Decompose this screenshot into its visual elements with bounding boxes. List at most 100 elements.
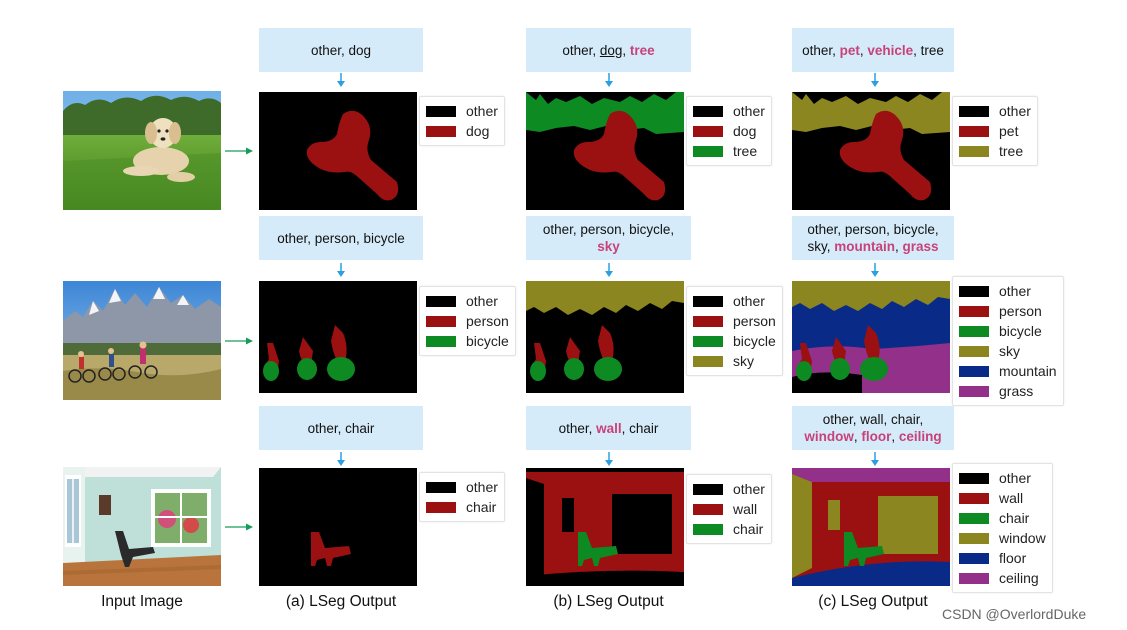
prompt-text: other, wall, chair [559,420,659,437]
legend-item: other [426,101,498,121]
prompt-r3a: other, chair [259,406,423,450]
legend-swatch [693,105,723,117]
legend-label: chair [999,510,1030,526]
legend-item: dog [426,121,498,141]
prompt-text: other, chair [308,420,375,437]
legend-item: other [959,101,1031,121]
legend-item: bicycle [959,321,1057,341]
legend-swatch [426,295,456,307]
legend-r2b: other person bicycle sky [686,286,783,376]
legend-item: other [959,468,1046,488]
legend-item: wall [693,499,765,519]
prompt-r1a: other, dog [259,28,423,72]
legend-r1a: other dog [419,96,505,146]
input-photo-cyclists [63,281,221,400]
prompt-text: other, person, bicycle, sky [543,221,674,255]
segmentation-output-r1b [526,92,684,210]
legend-swatch [959,572,989,584]
legend-label: bicycle [999,323,1042,339]
down-arrow-icon [871,452,879,466]
highlighted-class-label: window [804,429,854,444]
down-arrow-icon [605,452,613,466]
legend-item: other [693,291,776,311]
legend-swatch [693,335,723,347]
legend-label: bicycle [733,333,776,349]
highlighted-class-label: pet [839,42,860,58]
legend-label: person [999,303,1042,319]
legend-label: pet [999,123,1019,139]
legend-r3b: other wall chair [686,474,772,544]
down-arrow-icon [871,263,879,277]
highlighted-class-label: ceiling [898,429,942,444]
class-label-text: , [622,42,630,58]
legend-label: other [999,103,1031,119]
legend-item: other [693,101,765,121]
legend-item: ceiling [959,568,1046,588]
legend-label: other [733,103,765,119]
segmentation-output-r2c [792,281,950,393]
caption-lseg-a: (a) LSeg Output [285,593,397,610]
legend-r1c: other pet tree [952,96,1038,166]
highlighted-class-label: grass [902,239,939,254]
segmentation-output-r1a [259,92,417,210]
prompt-text: other, dog [311,42,371,59]
highlighted-class-label: tree [629,42,655,58]
legend-item: bicycle [693,331,776,351]
legend-label: other [999,283,1031,299]
class-label-text: , chair [621,420,659,436]
legend-swatch [959,345,989,357]
right-arrow-icon [225,147,253,155]
legend-label: sky [999,343,1020,359]
legend-swatch [959,105,989,117]
legend-r2c: other person bicycle sky mountain grass [952,276,1064,406]
legend-r1b: other dog tree [686,96,772,166]
legend-label: grass [999,383,1034,399]
prompt-text: other, person, bicycle [277,230,405,247]
down-arrow-icon [605,263,613,277]
class-label-text: other, [562,42,600,58]
legend-label: floor [999,550,1027,566]
legend-label: person [733,313,776,329]
segmentation-output-r3b [526,468,684,586]
segmentation-output-r3c [792,468,950,586]
down-arrow-icon [871,73,879,87]
prompt-text: other, dog, tree [562,42,654,59]
highlighted-class-label: sky [597,239,620,254]
legend-label: other [466,293,498,309]
legend-swatch [426,125,456,137]
legend-swatch [959,472,989,484]
legend-item: floor [959,548,1046,568]
class-label-text: , [891,429,899,444]
class-label-text: , [894,239,903,254]
prompt-r1b: other, dog, tree [526,28,691,72]
legend-item: other [426,291,509,311]
legend-swatch [693,145,723,157]
class-label-text: other, person, bicycle, [542,222,675,237]
legend-label: sky [733,353,754,369]
legend-item: tree [693,141,765,161]
legend-item: mountain [959,361,1057,381]
legend-swatch [426,481,456,493]
legend-label: dog [733,123,757,139]
prompt-text: other, pet, vehicle, tree [802,42,944,59]
legend-swatch [693,295,723,307]
legend-item: bicycle [426,331,509,351]
prompt-r2c: other, person, bicycle, sky, mountain, gr… [792,216,954,260]
legend-swatch [959,325,989,337]
legend-label: bicycle [466,333,509,349]
watermark: CSDN @OverlordDuke [942,606,1087,622]
legend-swatch [959,532,989,544]
legend-item: person [959,301,1057,321]
legend-label: wall [733,501,758,517]
caption-lseg-b: (b) LSeg Output [553,593,664,610]
legend-swatch [426,105,456,117]
prompt-r2a: other, person, bicycle [259,216,423,260]
class-label-text: other, [558,420,597,436]
legend-label: other [466,479,498,495]
legend-r2a: other person bicycle [419,286,516,356]
highlighted-class-label: mountain [834,239,895,254]
caption-lseg-c: (c) LSeg Output [818,593,928,610]
input-photo-room [63,467,221,586]
class-label-text: other, person, bicycle, [807,222,939,237]
legend-swatch [426,315,456,327]
